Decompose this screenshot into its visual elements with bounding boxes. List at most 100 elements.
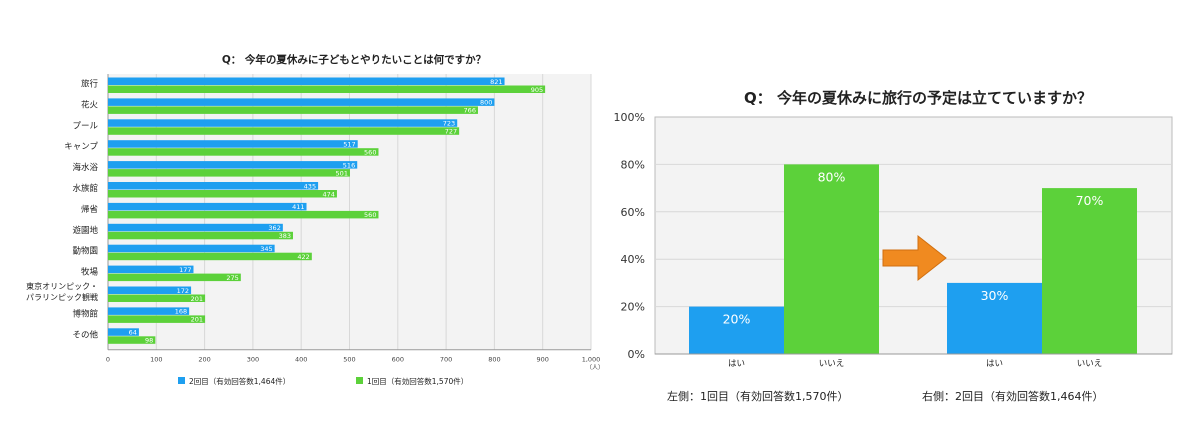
left-bar-value-label: 501: [336, 169, 348, 177]
left-bar-value-label: 201: [191, 295, 203, 303]
right-y-tick-label: 0%: [628, 348, 645, 361]
left-bar-value-label: 517: [343, 141, 355, 149]
left-bar-1st: [108, 315, 206, 323]
left-x-tick-label: 100: [150, 356, 162, 364]
right-bar-value-label: 20%: [723, 312, 751, 327]
left-category-label: プール: [72, 121, 98, 131]
left-bar-value-label: 168: [175, 308, 187, 316]
left-bar-value-label: 905: [531, 86, 543, 94]
left-bar-value-label: 64: [129, 329, 137, 337]
right-bar-value-label: 30%: [981, 288, 1009, 303]
left-x-unit-label: （人）: [586, 365, 604, 372]
left-bar-2nd: [108, 265, 194, 274]
right-bar-no: [784, 164, 879, 354]
left-category-label: 旅行: [81, 79, 99, 90]
left-bar-value-label: 560: [364, 149, 376, 157]
left-bar-2nd: [108, 328, 139, 336]
right-category-label: はい: [986, 359, 1003, 369]
left-category-label: 花火: [81, 99, 99, 110]
left-bar-value-label: 201: [191, 316, 203, 324]
left-bar-value-label: 800: [480, 99, 492, 107]
left-bar-2nd: [108, 307, 190, 315]
left-bar-2nd: [108, 98, 495, 106]
left-bar-value-label: 345: [260, 245, 272, 253]
left-x-tick-label: 700: [440, 356, 452, 364]
left-category-label: 動物園: [72, 246, 98, 257]
left-bar-2nd: [108, 202, 307, 211]
left-bar-1st: [108, 106, 478, 114]
left-x-tick-label: 500: [343, 356, 355, 364]
right-chart-title: Q： 今年の夏休みに旅行の予定は立てていますか？: [744, 89, 1092, 107]
right-category-label: いいえ: [1077, 359, 1103, 369]
left-bar-1st: [108, 169, 350, 177]
right-y-tick-label: 80%: [621, 158, 645, 171]
left-legend-label: 2回目（有効回答数1,464件）: [189, 376, 290, 386]
left-bar-1st: [108, 210, 379, 219]
left-category-label: 海水浴: [72, 162, 98, 173]
left-bar-1st: [108, 273, 241, 282]
left-bar-1st: [108, 85, 546, 93]
right-bar-no: [1042, 188, 1137, 354]
right-category-label: はい: [728, 359, 745, 369]
left-bar-1st: [108, 252, 312, 261]
right-arrow-icon: [882, 234, 947, 282]
left-legend-label: 1回目（有効回答数1,570件）: [367, 376, 468, 386]
left-bar-value-label: 411: [292, 203, 304, 211]
right-bar-yes: [947, 282, 1042, 354]
left-bar-value-label: 177: [179, 266, 191, 274]
right-caption-right: 右側：2回目（有効回答数1,464件）: [922, 389, 1104, 403]
right-y-tick-label: 100%: [614, 111, 645, 124]
left-category-label: その他: [72, 329, 98, 340]
right-category-label: いいえ: [819, 359, 845, 369]
left-bar-value-label: 98: [145, 337, 153, 345]
left-bar-2nd: [108, 119, 458, 127]
left-bar-value-label: 723: [443, 120, 455, 128]
right-y-tick-label: 60%: [621, 206, 645, 219]
left-bar-value-label: 821: [490, 78, 502, 86]
left-bar-value-label: 362: [268, 224, 280, 232]
left-legend-swatch: [356, 377, 363, 384]
left-bar-2nd: [108, 223, 283, 232]
left-bar-value-label: 766: [464, 107, 476, 115]
left-category-label: キャンプ: [64, 142, 98, 152]
left-bar-value-label: 275: [226, 274, 238, 282]
left-bar-2nd: [108, 77, 505, 85]
left-chart-title: Q： 今年の夏休みに子どもとやりたいことは何ですか？: [222, 53, 486, 66]
left-bar-value-label: 172: [177, 287, 189, 295]
left-category-label: 遊園地: [72, 225, 98, 236]
left-x-tick-label: 900: [536, 356, 548, 364]
left-x-tick-label: 400: [295, 356, 307, 364]
left-bar-1st: [108, 190, 337, 198]
left-category-label: 水族館: [72, 183, 98, 194]
left-x-tick-label: 300: [247, 356, 259, 364]
right-y-tick-label: 40%: [621, 253, 645, 266]
left-bar-2nd: [108, 161, 358, 169]
left-bar-1st: [108, 127, 460, 135]
right-bar-yes: [689, 306, 784, 354]
left-x-tick-label: 800: [488, 356, 500, 364]
right-bar-value-label: 80%: [818, 169, 846, 184]
left-x-tick-label: 200: [198, 356, 210, 364]
left-bar-value-label: 383: [279, 232, 291, 240]
left-bar-1st: [108, 231, 293, 240]
left-x-tick-label: 0: [106, 356, 110, 364]
left-category-label: 帰省: [81, 204, 99, 215]
left-bar-value-label: 516: [343, 161, 355, 169]
left-category-label: 牧場: [81, 267, 99, 278]
left-bar-value-label: 727: [445, 128, 457, 136]
left-bar-1st: [108, 336, 156, 344]
left-category-label: 東京オリンピック・: [26, 281, 98, 291]
left-bar-1st: [108, 148, 379, 156]
left-bar-value-label: 560: [364, 211, 376, 219]
left-bar-2nd: [108, 182, 319, 190]
left-category-label: 博物館: [72, 308, 98, 319]
left-bar-1st: [108, 294, 206, 302]
left-x-tick-label: 1,000: [582, 356, 601, 364]
left-legend-swatch: [178, 377, 185, 384]
left-bar-value-label: 435: [304, 182, 316, 190]
left-bar-value-label: 474: [323, 190, 335, 198]
left-bar-2nd: [108, 140, 358, 148]
left-bar-value-label: 422: [297, 253, 309, 261]
